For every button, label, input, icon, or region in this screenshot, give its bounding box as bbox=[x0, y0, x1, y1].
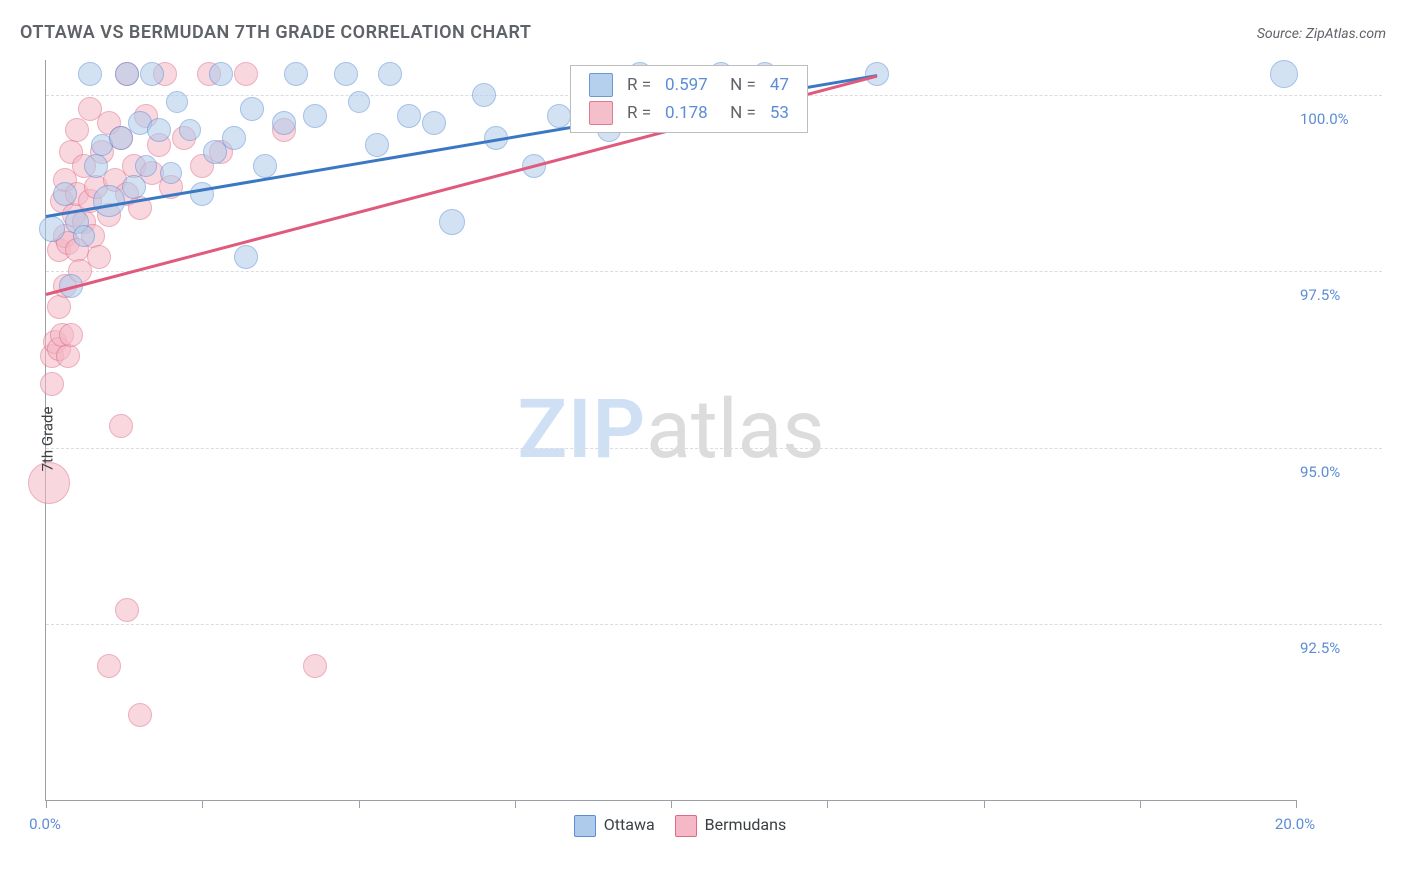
x-tick bbox=[671, 800, 672, 808]
x-tick bbox=[359, 800, 360, 808]
legend-r-label: R = bbox=[621, 100, 657, 126]
legend-swatch bbox=[589, 101, 613, 125]
scatter-point bbox=[253, 154, 277, 178]
scatter-point bbox=[234, 62, 258, 86]
legend-r-value: 0.597 bbox=[659, 72, 714, 98]
scatter-point bbox=[84, 154, 108, 178]
scatter-point bbox=[73, 225, 95, 247]
scatter-point bbox=[234, 245, 258, 269]
scatter-point bbox=[53, 182, 77, 206]
scatter-point bbox=[190, 182, 214, 206]
legend-swatch bbox=[675, 815, 697, 837]
stats-legend: R =0.597 N =47 R =0.178 N =53 bbox=[570, 65, 808, 133]
scatter-point bbox=[140, 62, 164, 86]
legend-n-label: N = bbox=[716, 100, 762, 126]
x-tick-label: 0.0% bbox=[29, 815, 61, 833]
legend-r-label: R = bbox=[621, 72, 657, 98]
scatter-point bbox=[209, 62, 233, 86]
scatter-point bbox=[122, 175, 146, 199]
x-tick bbox=[46, 800, 47, 808]
scatter-point bbox=[109, 414, 133, 438]
scatter-point bbox=[179, 119, 201, 141]
y-tick-label: 92.5% bbox=[1300, 639, 1340, 657]
gridline bbox=[46, 448, 1382, 449]
legend-swatch bbox=[589, 73, 613, 97]
scatter-point bbox=[97, 654, 121, 678]
scatter-point bbox=[303, 104, 327, 128]
scatter-point bbox=[472, 83, 496, 107]
scatter-point bbox=[222, 126, 246, 150]
y-tick-label: 97.5% bbox=[1300, 286, 1340, 304]
scatter-point bbox=[397, 104, 421, 128]
y-tick-label: 95.0% bbox=[1300, 463, 1340, 481]
legend-swatch bbox=[574, 815, 596, 837]
scatter-point bbox=[378, 62, 402, 86]
scatter-point bbox=[439, 209, 465, 235]
scatter-point bbox=[56, 344, 80, 368]
scatter-point bbox=[40, 372, 64, 396]
scatter-point bbox=[93, 185, 125, 217]
x-tick bbox=[1296, 800, 1297, 808]
gridline bbox=[46, 624, 1382, 625]
scatter-point bbox=[547, 104, 571, 128]
watermark-suffix: atlas bbox=[646, 382, 824, 478]
x-tick bbox=[827, 800, 828, 808]
y-tick-label: 100.0% bbox=[1300, 110, 1349, 128]
scatter-point bbox=[59, 323, 83, 347]
scatter-point bbox=[166, 91, 188, 113]
scatter-point bbox=[284, 62, 308, 86]
scatter-point bbox=[303, 654, 327, 678]
scatter-point bbox=[1270, 60, 1298, 88]
scatter-point bbox=[135, 155, 157, 177]
legend-series-label: Bermudans bbox=[705, 815, 787, 834]
scatter-point bbox=[422, 111, 446, 135]
scatter-point bbox=[78, 62, 102, 86]
series-legend: Ottawa Bermudans bbox=[45, 815, 1295, 837]
legend-n-label: N = bbox=[716, 72, 762, 98]
scatter-point bbox=[365, 133, 389, 157]
chart-title: OTTAWA VS BERMUDAN 7TH GRADE CORRELATION… bbox=[20, 22, 531, 43]
x-tick bbox=[984, 800, 985, 808]
x-tick-label: 20.0% bbox=[1275, 815, 1315, 833]
scatter-point bbox=[240, 97, 264, 121]
legend-series-label: Ottawa bbox=[604, 815, 655, 834]
scatter-point bbox=[160, 162, 182, 184]
plot-area: ZIPatlas bbox=[45, 60, 1296, 801]
correlation-chart: ZIPatlas 7th Grade R =0.597 N =47R =0.17… bbox=[45, 60, 1381, 830]
scatter-point bbox=[128, 703, 152, 727]
scatter-point bbox=[147, 118, 171, 142]
legend-n-value: 53 bbox=[764, 100, 795, 126]
watermark-prefix: ZIP bbox=[517, 382, 646, 478]
scatter-point bbox=[115, 62, 139, 86]
gridline bbox=[46, 271, 1382, 272]
x-tick bbox=[515, 800, 516, 808]
x-tick bbox=[202, 800, 203, 808]
y-axis-label: 7th Grade bbox=[38, 407, 56, 472]
scatter-point bbox=[65, 118, 89, 142]
source-label: Source: ZipAtlas.com bbox=[1257, 26, 1386, 42]
scatter-point bbox=[39, 216, 65, 242]
scatter-point bbox=[115, 598, 139, 622]
legend-r-value: 0.178 bbox=[659, 100, 714, 126]
scatter-point bbox=[865, 62, 889, 86]
x-tick bbox=[1140, 800, 1141, 808]
scatter-point bbox=[334, 62, 358, 86]
legend-n-value: 47 bbox=[764, 72, 795, 98]
scatter-point bbox=[47, 295, 71, 319]
watermark: ZIPatlas bbox=[517, 382, 824, 478]
scatter-point bbox=[348, 91, 370, 113]
scatter-point bbox=[272, 111, 296, 135]
scatter-point bbox=[87, 245, 111, 269]
